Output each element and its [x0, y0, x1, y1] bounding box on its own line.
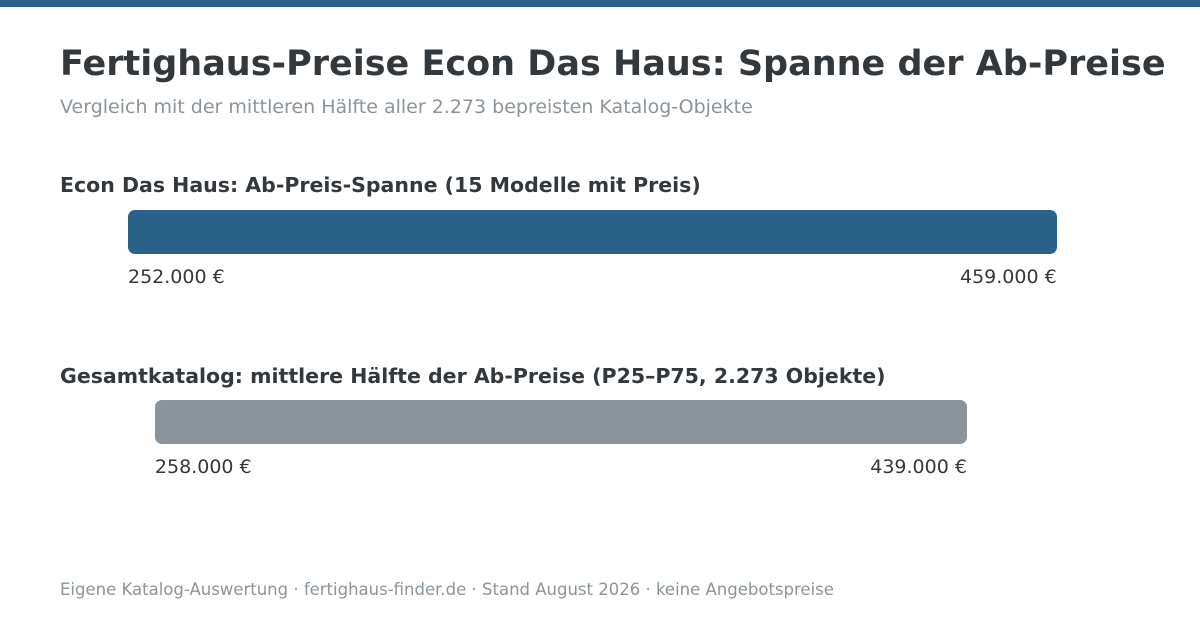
catalog-min-label: 258.000 €: [154, 456, 252, 478]
page-subtitle: Vergleich mit der mittleren Hälfte aller…: [60, 96, 753, 118]
catalog-range-label: Gesamtkatalog: mittlere Hälfte der Ab-Pr…: [60, 364, 886, 388]
econ-range-bar: [128, 210, 1057, 254]
catalog-range-bar: [154, 400, 968, 444]
page-title: Fertighaus-Preise Econ Das Haus: Spanne …: [60, 44, 1166, 84]
econ-max-label: 459.000 €: [960, 266, 1057, 288]
econ-range-label: Econ Das Haus: Ab-Preis-Spanne (15 Model…: [60, 173, 701, 197]
top-accent-stripe: [0, 0, 1200, 7]
footer-note: Eigene Katalog-Auswertung · fertighaus-f…: [60, 580, 834, 599]
catalog-max-label: 439.000 €: [870, 456, 967, 478]
econ-min-label: 252.000 €: [128, 266, 225, 288]
